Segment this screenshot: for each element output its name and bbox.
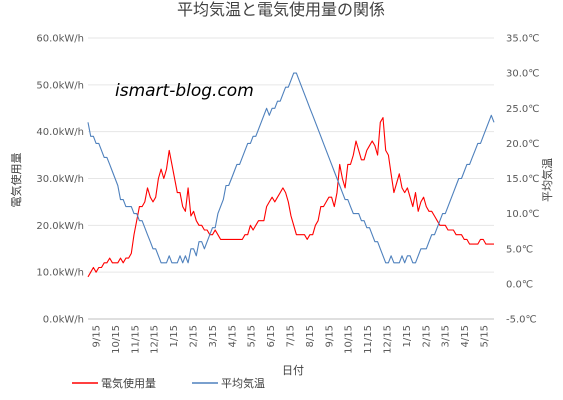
- left-axis-ticks: 0.0kW/h 10.0kW/h 20.0kW/h 30.0kW/h 40.0kW/h 5…: [36, 34, 84, 326]
- x-tick-label: 1/15: [169, 325, 180, 347]
- x-tick-label: 2/15: [189, 325, 200, 347]
- x-tick-label: 3/15: [208, 325, 219, 347]
- watermark-text: ismart-blog.com: [115, 81, 254, 101]
- x-tick-label: 3/15: [441, 325, 452, 347]
- x-axis-ticks: 9/15 10/15 11/15 12/15 1/15 2/15 3/15 4/15 5/15 6…: [92, 325, 491, 354]
- x-tick-label: 8/15: [305, 325, 316, 347]
- right-tick-label: 15.0℃: [506, 174, 540, 185]
- x-tick-label: 4/15: [227, 325, 238, 347]
- y-axis-left-title: 電気使用量: [9, 153, 23, 208]
- left-tick-label: 30.0kW/h: [36, 174, 84, 185]
- left-tick-label: 20.0kW/h: [36, 221, 84, 232]
- right-tick-label: 20.0℃: [506, 139, 540, 150]
- x-tick-label: 10/15: [344, 325, 355, 354]
- right-axis-ticks: -5.0℃ 0.0℃ 5.0℃ 10.0℃ 15.0℃ 20.0℃ 25.0℃ 30.0℃ 35…: [506, 34, 540, 326]
- x-tick-label: 2/15: [421, 325, 432, 347]
- legend: 電気使用量 平均気温: [72, 376, 265, 390]
- chart-title: 平均気温と電気使用量の関係: [177, 0, 385, 19]
- x-axis-title: 日付: [282, 364, 304, 377]
- series-line-electricity: [87, 117, 494, 278]
- y-axis-right-title: 平均気温: [540, 158, 554, 202]
- legend-label-temperature: 平均気温: [221, 376, 265, 390]
- x-tick-label: 9/15: [92, 325, 103, 347]
- left-tick-label: 60.0kW/h: [36, 34, 84, 45]
- left-tick-label: 10.0kW/h: [36, 268, 84, 279]
- right-tick-label: 10.0℃: [506, 209, 540, 220]
- x-tick-label: 5/15: [480, 325, 491, 347]
- x-tick-label: 12/15: [150, 325, 161, 354]
- legend-label-electricity: 電気使用量: [101, 376, 156, 390]
- right-tick-label: 5.0℃: [506, 244, 533, 255]
- left-tick-label: 40.0kW/h: [36, 127, 84, 138]
- right-tick-label: 35.0℃: [506, 34, 540, 45]
- right-tick-label: 30.0℃: [506, 69, 540, 80]
- x-tick-label: 7/15: [286, 325, 297, 347]
- left-tick-label: 50.0kW/h: [36, 80, 84, 91]
- x-tick-label: 12/15: [383, 325, 394, 354]
- x-tick-label: 4/15: [460, 325, 471, 347]
- x-tick-label: 11/15: [130, 325, 141, 354]
- right-tick-label: 25.0℃: [506, 104, 540, 115]
- left-tick-label: 0.0kW/h: [43, 315, 84, 326]
- x-tick-label: 5/15: [247, 325, 258, 347]
- right-tick-label: 0.0℃: [506, 279, 533, 290]
- x-tick-label: 1/15: [402, 325, 413, 347]
- x-tick-label: 9/15: [324, 325, 335, 347]
- right-tick-label: -5.0℃: [506, 315, 537, 326]
- gridlines: [88, 37, 494, 320]
- series-line-temperature: [87, 72, 495, 264]
- x-tick-label: 11/15: [363, 325, 374, 354]
- x-tick-label: 10/15: [111, 325, 122, 354]
- series-layer: [87, 72, 495, 278]
- x-tick-label: 6/15: [266, 325, 277, 347]
